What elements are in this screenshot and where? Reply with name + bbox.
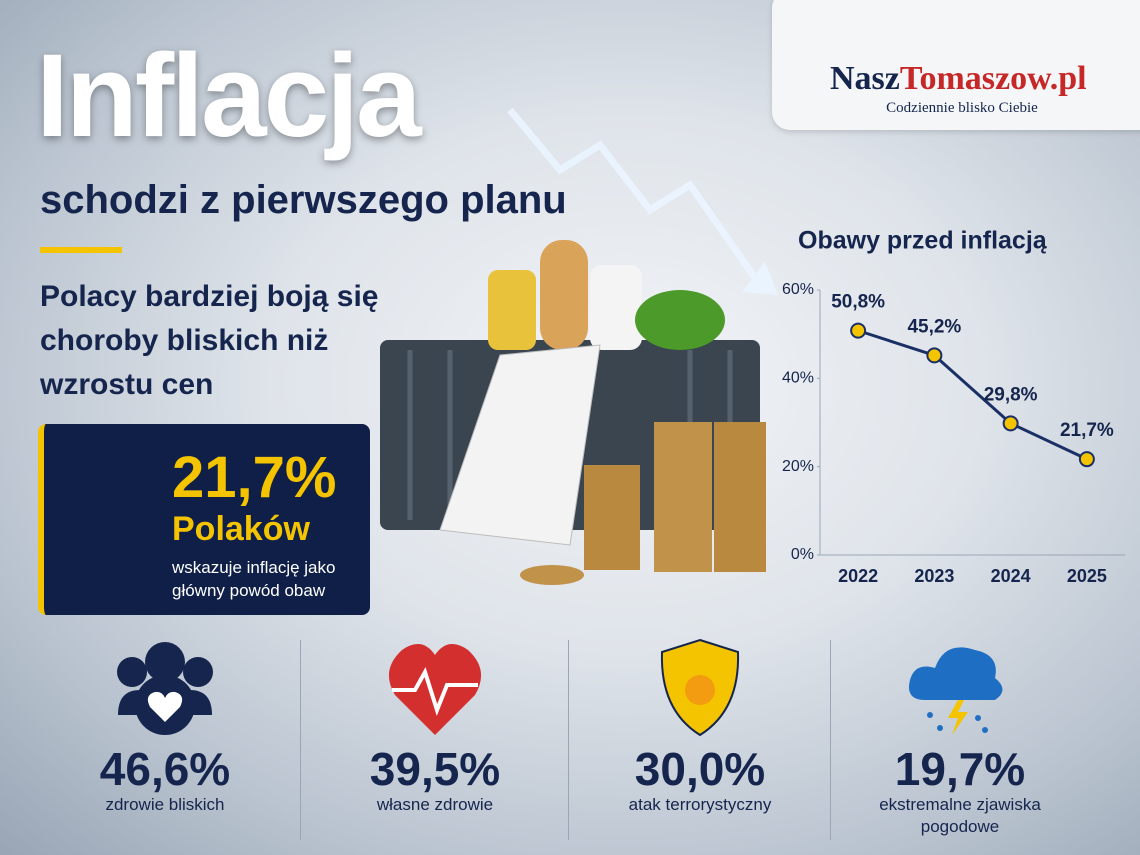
data-label: 45,2% <box>907 316 961 337</box>
vegetables <box>635 290 725 350</box>
stat-label: własne zdrowie <box>376 795 494 814</box>
point <box>1002 415 1019 432</box>
data-label: 21,7% <box>1060 420 1114 441</box>
subtitle: schodzi z pierwszego planu <box>40 178 567 222</box>
point <box>1078 451 1095 468</box>
line <box>857 329 1088 461</box>
bread <box>540 240 588 350</box>
stat-value: 39,5% <box>369 743 501 795</box>
logo-text: NaszTomaszow.pl <box>830 60 1087 98</box>
logo-tagline: Codziennie blisko Ciebie <box>886 100 1038 116</box>
x-tick-label: 2024 <box>991 566 1031 586</box>
stat-value: 46,6% <box>99 743 231 795</box>
separator <box>567 640 569 840</box>
highlight-description: wskazuje inflację jako główny powód obaw <box>172 558 336 600</box>
y-tick-label: 0% <box>791 546 814 563</box>
y-tick-label: 60% <box>782 281 814 298</box>
logo-part: Tomaszow.pl <box>899 60 1087 97</box>
coins <box>520 565 584 585</box>
milk <box>590 265 642 350</box>
highlight-box: 21,7% Polaków wskazuje inflację jako głó… <box>38 424 370 615</box>
x-tick-label: 2022 <box>838 566 878 586</box>
x-tick-label: 2025 <box>1067 566 1107 586</box>
y-tick-label: 20% <box>782 458 814 475</box>
lead-text: Polacy bardziej boją się choroby bliskic… <box>40 280 379 401</box>
title: Inflacja <box>36 30 422 162</box>
highlight-subject: Polaków <box>172 510 310 548</box>
chart: Obawy przed inflacją 0% 20% 40% 60% 2022 50,8… <box>782 227 1125 586</box>
x-tick-label: 2023 <box>914 566 954 586</box>
stat-value: 19,7% <box>894 743 1026 795</box>
stat-label: zdrowie bliskich <box>105 795 225 814</box>
receipt <box>439 344 601 546</box>
y-tick-label: 40% <box>782 370 814 387</box>
coins <box>654 422 712 572</box>
highlight-value: 21,7% <box>172 445 337 510</box>
coins <box>714 422 766 572</box>
chart-title: Obawy przed inflacją <box>798 227 1048 255</box>
bottle <box>488 270 536 350</box>
stat-label: atak terrorystyczny <box>628 795 772 814</box>
point <box>850 322 867 339</box>
point <box>926 347 943 364</box>
separator <box>300 640 301 840</box>
logo-part: Nasz <box>830 60 900 97</box>
coins <box>584 465 640 570</box>
data-label: 29,8% <box>984 384 1038 405</box>
stat-value: 30,0% <box>634 743 766 795</box>
accent-rule <box>40 247 122 253</box>
logo[interactable]: NaszTomaszow.pl Codziennie blisko Ciebie <box>772 0 1140 130</box>
stat-label: ekstremalne zjawiska pogodowe <box>879 795 1041 836</box>
data-label: 50,8% <box>831 292 885 313</box>
separator <box>830 640 831 840</box>
